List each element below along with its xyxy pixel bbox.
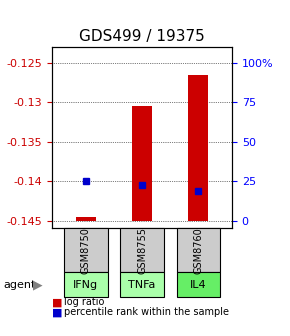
Text: ▶: ▶ <box>33 278 43 291</box>
Text: TNFa: TNFa <box>128 280 156 290</box>
Text: ■: ■ <box>52 297 63 307</box>
Text: percentile rank within the sample: percentile rank within the sample <box>64 307 229 318</box>
Text: IFNg: IFNg <box>73 280 99 290</box>
Bar <box>132 106 152 221</box>
Text: GSM8760: GSM8760 <box>193 227 203 274</box>
Text: IL4: IL4 <box>190 280 206 290</box>
Text: log ratio: log ratio <box>64 297 104 307</box>
Bar <box>76 217 96 221</box>
Title: GDS499 / 19375: GDS499 / 19375 <box>79 30 205 44</box>
Text: GSM8755: GSM8755 <box>137 227 147 274</box>
Text: agent: agent <box>3 280 35 290</box>
Text: ■: ■ <box>52 307 63 318</box>
Bar <box>188 75 208 221</box>
Text: GSM8750: GSM8750 <box>81 227 91 274</box>
